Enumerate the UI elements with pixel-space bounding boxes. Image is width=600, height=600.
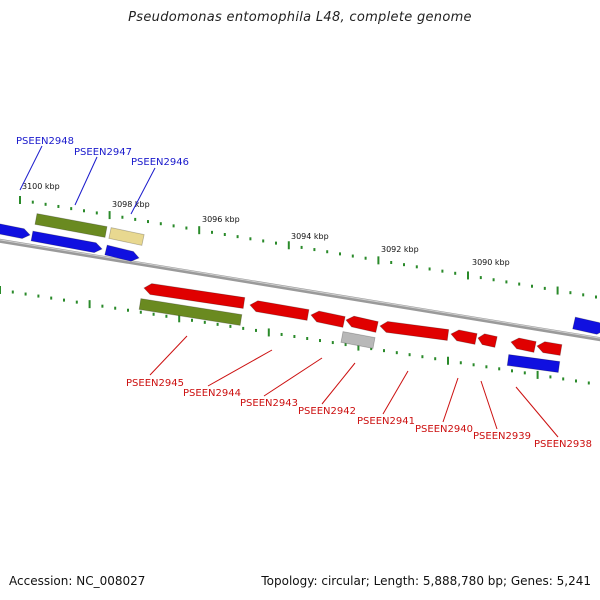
gene-label-pseen2942[interactable]: PSEEN2942 (298, 406, 356, 417)
genome-summary: Topology: circular; Length: 5,888,780 bp… (261, 574, 591, 588)
gene-label-pseen2944[interactable]: PSEEN2944 (183, 388, 241, 399)
gene-label-pseen2938[interactable]: PSEEN2938 (534, 439, 592, 450)
gene-arrow-pseen2943 (310, 310, 346, 328)
map-title: Pseudomonas entomophila L48, complete ge… (128, 10, 472, 25)
kbp-label: 3094 kbp (291, 232, 329, 241)
kbp-label: 3096 kbp (202, 215, 240, 224)
leader-line (321, 362, 356, 405)
leader-line (480, 380, 498, 430)
leader-line (130, 167, 156, 215)
gene-block-gray (340, 331, 376, 349)
gene-label-pseen2941[interactable]: PSEEN2941 (357, 416, 415, 427)
gene-arrow-pseen2939 (477, 333, 498, 348)
gene-label-leaders (19, 145, 559, 438)
forward-strand-genes (0, 213, 600, 373)
gene-label-pseen2947[interactable]: PSEEN2947 (74, 147, 132, 158)
gene-arrow-pseen2946 (104, 244, 140, 262)
leader-line (74, 156, 98, 206)
gene-label-pseen2946[interactable]: PSEEN2946 (131, 157, 189, 168)
leader-line (263, 357, 323, 397)
gene-block-pseen2938 (506, 354, 561, 373)
gene-label-pseen2940[interactable]: PSEEN2940 (415, 424, 473, 435)
kbp-label: 3090 kbp (472, 258, 510, 267)
gene-arrow-pseen2947 (30, 230, 103, 254)
kbp-ticks-upper (19, 196, 597, 299)
leader-line (19, 145, 43, 191)
gene-arrow-reverse (510, 337, 537, 353)
gene-label-pseen2948[interactable]: PSEEN2948 (16, 136, 74, 147)
leader-line (207, 349, 273, 387)
leader-line (515, 386, 559, 438)
gene-label-pseen2943[interactable]: PSEEN2943 (240, 398, 298, 409)
reverse-strand-genes (138, 283, 563, 356)
kbp-label: 3100 kbp (22, 182, 60, 191)
gene-arrow-forward (572, 316, 600, 335)
leader-line (149, 335, 188, 376)
gene-arrow-pseen2944 (249, 300, 310, 321)
leader-line (442, 377, 459, 423)
gene-label-pseen2939[interactable]: PSEEN2939 (473, 431, 531, 442)
gene-arrow-reverse (536, 341, 563, 356)
kbp-label: 3092 kbp (381, 245, 419, 254)
gene-arrow-pseen2942 (345, 315, 379, 333)
gene-block-pseen2948 (34, 213, 108, 238)
gene-arrow-pseen2940 (450, 329, 478, 345)
gene-block-green (138, 298, 243, 326)
genome-backbone (0, 238, 600, 342)
genome-backbone-highlight (0, 239, 600, 339)
kbp-label: 3098 kbp (112, 200, 150, 209)
leader-line (382, 370, 409, 415)
gene-label-pseen2945[interactable]: PSEEN2945 (126, 378, 184, 389)
gene-arrow-forward (0, 223, 31, 239)
kbp-ticks-lower (0, 286, 590, 385)
gene-arrow-pseen2941 (379, 321, 450, 341)
gene-arrow-pseen2945 (143, 283, 246, 309)
gene-block-yellow (108, 227, 145, 246)
accession-text: Accession: NC_008027 (9, 574, 146, 588)
